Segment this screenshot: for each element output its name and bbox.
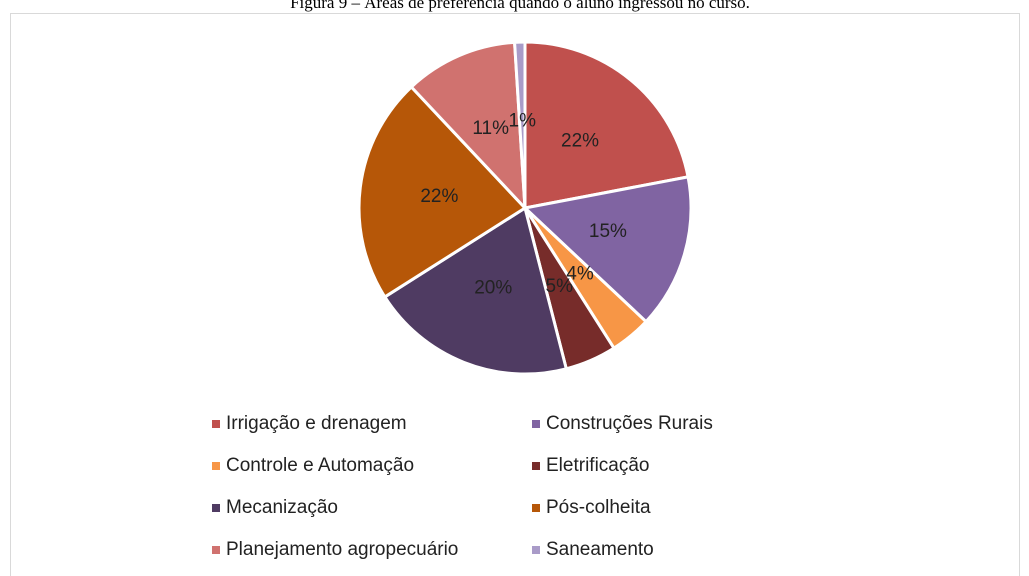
legend-label: Pós-colheita	[546, 497, 651, 518]
legend-swatch	[212, 462, 220, 470]
legend-label: Mecanização	[226, 497, 338, 518]
data-label: 11%	[472, 118, 509, 139]
legend-label: Eletrificação	[546, 455, 650, 476]
data-label: 15%	[589, 221, 627, 242]
legend-swatch	[532, 504, 540, 512]
pie-slice	[357, 84, 528, 300]
legend-swatch	[532, 546, 540, 554]
pie-slice	[523, 40, 690, 210]
pie-slice	[521, 175, 693, 324]
legend-swatch	[212, 504, 220, 512]
legend-label: Planejamento agropecuário	[226, 539, 458, 560]
data-label: 4%	[566, 264, 594, 285]
pie-slice	[409, 40, 527, 213]
legend-label: Saneamento	[546, 539, 654, 560]
legend-label: Construções Rurais	[546, 413, 713, 434]
legend-label: Controle e Automação	[226, 455, 414, 476]
data-label: 22%	[561, 131, 599, 152]
data-label: 1%	[509, 111, 537, 132]
pie-slice	[382, 205, 569, 376]
legend-swatch	[532, 420, 540, 428]
data-label: 5%	[546, 276, 574, 297]
legend-label: Irrigação e drenagem	[226, 413, 407, 434]
legend-swatch	[532, 462, 540, 470]
data-label: 22%	[420, 186, 458, 207]
legend-swatch	[212, 420, 220, 428]
chart-title: Figura 9 – Áreas de preferência quando o…	[290, 0, 750, 12]
pie-slice	[512, 40, 527, 209]
legend-swatch	[212, 546, 220, 554]
data-label: 20%	[474, 277, 512, 298]
